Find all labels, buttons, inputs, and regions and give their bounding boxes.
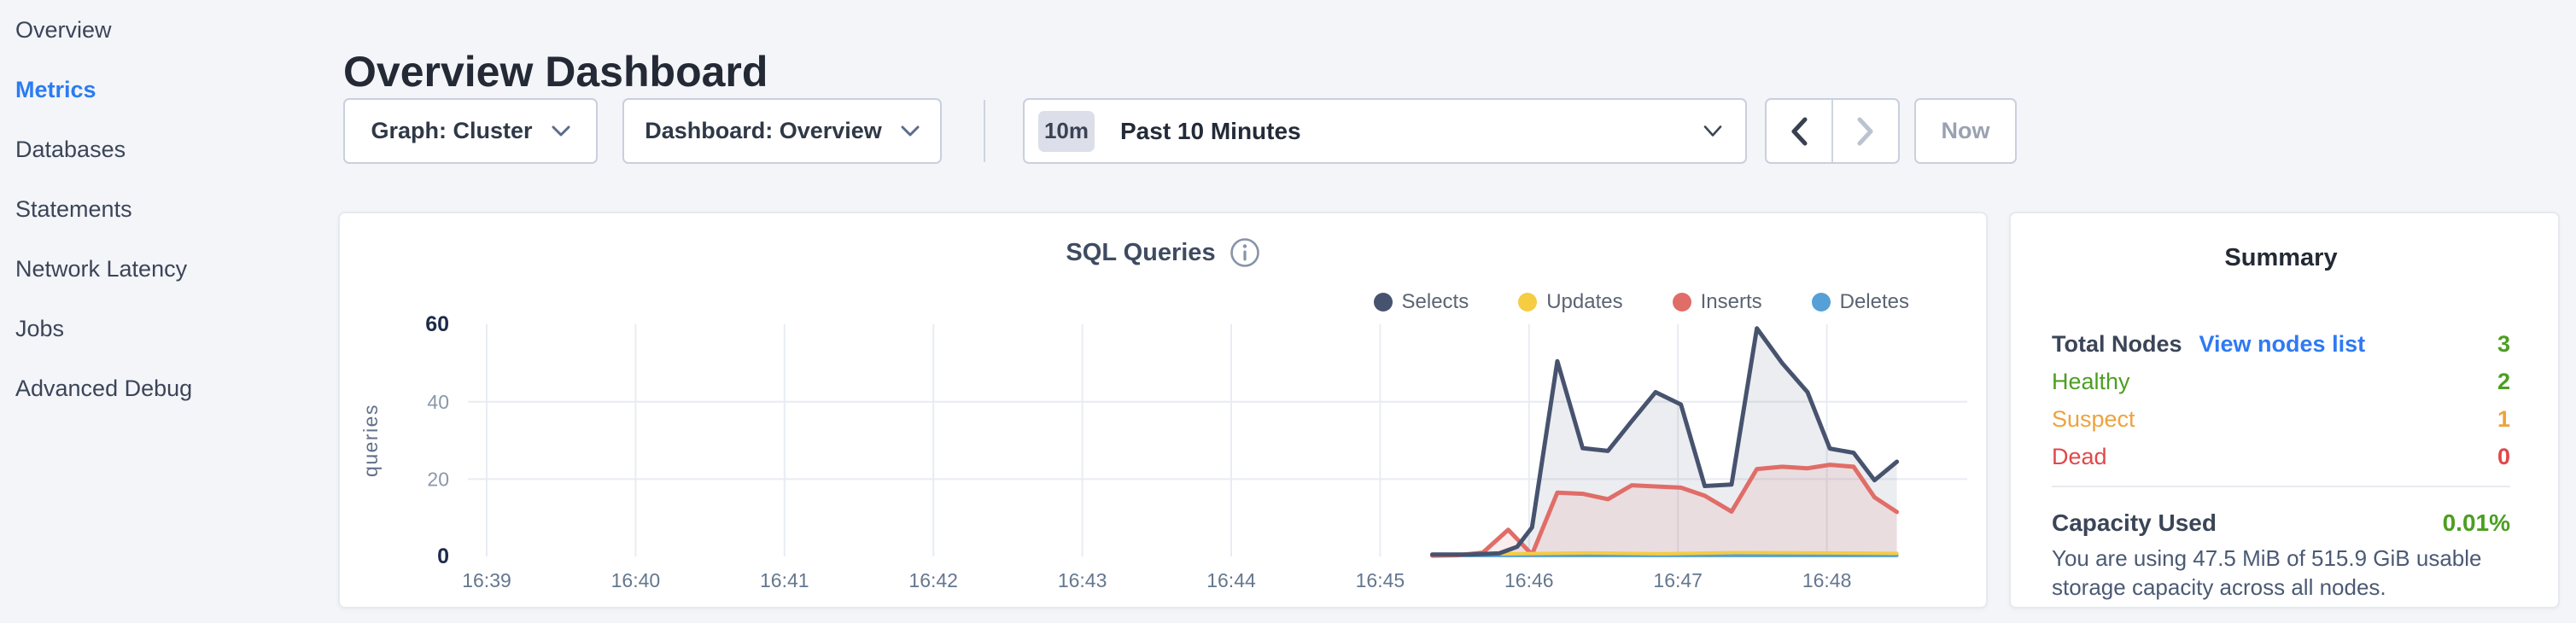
- svg-text:20: 20: [427, 468, 449, 490]
- svg-text:40: 40: [427, 391, 449, 413]
- sql-queries-chart-card: SQL Queries Selects Updates Inserts: [338, 212, 1988, 608]
- now-button-label: Now: [1941, 118, 1990, 143]
- summary-panel: Summary Total Nodes View nodes list 3 He…: [2009, 212, 2560, 608]
- chevron-left-icon: [1791, 117, 1808, 145]
- svg-text:16:48: 16:48: [1802, 569, 1852, 591]
- sidebar-item-overview[interactable]: Overview: [15, 17, 112, 43]
- svg-text:60: 60: [425, 312, 449, 336]
- sidebar-item-statements[interactable]: Statements: [15, 196, 132, 222]
- dead-nodes-row: Dead 0: [2052, 438, 2510, 475]
- legend-item-inserts: Inserts: [1672, 290, 1762, 314]
- legend-item-updates: Updates: [1518, 290, 1623, 314]
- svg-text:16:44: 16:44: [1206, 569, 1256, 591]
- capacity-description: You are using 47.5 MiB of 515.9 GiB usab…: [2052, 545, 2482, 600]
- svg-text:16:45: 16:45: [1356, 569, 1405, 591]
- summary-title: Summary: [2224, 244, 2338, 271]
- suspect-value: 1: [2497, 405, 2510, 432]
- time-back-button[interactable]: [1767, 100, 1831, 162]
- chart-legend: Selects Updates Inserts Deletes: [1373, 290, 1909, 314]
- svg-text:queries: queries: [359, 404, 382, 477]
- sidebar-item-metrics[interactable]: Metrics: [15, 77, 96, 102]
- sidebar: Overview Metrics Databases Statements Ne…: [0, 0, 335, 623]
- updates-dot-icon: [1518, 293, 1538, 312]
- sidebar-item-databases[interactable]: Databases: [15, 137, 126, 162]
- sidebar-item-jobs[interactable]: Jobs: [15, 316, 65, 341]
- time-window-stepper: [1765, 98, 1900, 164]
- legend-item-selects: Selects: [1373, 290, 1469, 314]
- dashboard-dropdown[interactable]: Dashboard: Overview: [622, 98, 942, 164]
- chevron-down-icon: [901, 125, 920, 136]
- chevron-right-icon: [1857, 117, 1873, 145]
- total-nodes-label: Total Nodes: [2052, 330, 2182, 357]
- suspect-nodes-row: Suspect 1: [2052, 400, 2510, 438]
- legend-item-deletes: Deletes: [1811, 290, 1909, 314]
- graph-scope-dropdown[interactable]: Graph: Cluster: [343, 98, 598, 164]
- legend-label: Updates: [1546, 290, 1623, 313]
- time-range-badge: 10m: [1038, 110, 1095, 152]
- capacity-used-label: Capacity Used: [2052, 509, 2217, 536]
- time-range-label: Past 10 Minutes: [1120, 117, 1301, 144]
- svg-text:0: 0: [437, 544, 449, 568]
- healthy-nodes-row: Healthy 2: [2052, 363, 2510, 400]
- summary-divider: [2052, 486, 2510, 487]
- dead-value: 0: [2497, 443, 2510, 469]
- sidebar-item-network-latency[interactable]: Network Latency: [15, 256, 188, 282]
- total-nodes-value: 3: [2497, 330, 2510, 357]
- svg-text:16:42: 16:42: [908, 569, 958, 591]
- capacity-used-value: 0.01%: [2442, 509, 2510, 536]
- chevron-down-icon: [1703, 125, 1722, 137]
- controls-divider: [984, 100, 985, 162]
- selects-dot-icon: [1373, 293, 1393, 312]
- deletes-dot-icon: [1811, 293, 1831, 312]
- total-nodes-row: Total Nodes View nodes list 3: [2052, 325, 2510, 363]
- svg-text:16:40: 16:40: [611, 569, 661, 591]
- view-nodes-list-link[interactable]: View nodes list: [2199, 330, 2366, 357]
- capacity-used-row: Capacity Used 0.01%: [2052, 509, 2510, 537]
- time-range-dropdown[interactable]: 10m Past 10 Minutes: [1023, 98, 1747, 164]
- inserts-dot-icon: [1672, 293, 1691, 312]
- healthy-value: 2: [2497, 368, 2510, 394]
- legend-label: Selects: [1401, 290, 1469, 313]
- healthy-label: Healthy: [2052, 368, 2130, 394]
- svg-text:16:47: 16:47: [1653, 569, 1703, 591]
- page-title: Overview Dashboard: [343, 47, 768, 96]
- legend-label: Deletes: [1839, 290, 1909, 313]
- sql-queries-plot: 16:39 16:40 16:41 16:42 16:43 16:44 16:45 16:46…: [359, 312, 1967, 591]
- chart-title: SQL Queries: [1066, 238, 1216, 266]
- suspect-label: Suspect: [2052, 405, 2135, 432]
- sidebar-item-advanced-debug[interactable]: Advanced Debug: [15, 376, 193, 401]
- legend-label: Inserts: [1700, 290, 1762, 313]
- svg-text:16:43: 16:43: [1058, 569, 1107, 591]
- graph-scope-label: Graph: Cluster: [371, 118, 533, 143]
- dead-label: Dead: [2052, 443, 2107, 469]
- svg-text:16:46: 16:46: [1504, 569, 1554, 591]
- info-circle-icon[interactable]: [1230, 237, 1260, 268]
- time-forward-button[interactable]: [1831, 100, 1898, 162]
- dashboard-label: Dashboard: Overview: [645, 118, 882, 143]
- svg-text:16:41: 16:41: [760, 569, 809, 591]
- svg-text:16:39: 16:39: [462, 569, 511, 591]
- now-button[interactable]: Now: [1914, 98, 2017, 164]
- chevron-down-icon: [552, 125, 570, 136]
